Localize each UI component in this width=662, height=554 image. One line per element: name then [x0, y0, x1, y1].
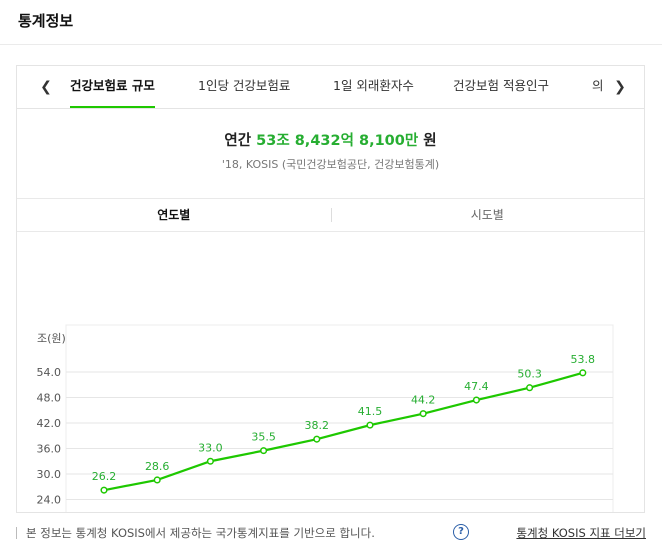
data-label: 44.2 [411, 394, 436, 407]
plot-area [65, 324, 614, 512]
page-title: 통계정보 [18, 12, 74, 30]
subtab-divider [331, 208, 332, 222]
annual-total: 연간 53조 8,432억 8,100만 원 [17, 129, 644, 150]
data-label: 41.5 [358, 405, 383, 418]
data-point [472, 396, 480, 404]
tab-covered-population[interactable]: 건강보험 적용인구 [453, 78, 549, 93]
data-label: 50.3 [517, 368, 542, 381]
kosis-more-link[interactable]: 통계청 KOSIS 지표 더보기 [516, 526, 646, 540]
data-point [526, 384, 534, 392]
data-point [206, 457, 214, 465]
tab-per-capita-premium[interactable]: 1인당 건강보험료 [198, 78, 291, 93]
y-tick-label: 24.0 [37, 494, 62, 507]
view-toggle: 연도별 시도별 [17, 198, 644, 232]
tab-daily-outpatients[interactable]: 1일 외래환자수 [333, 78, 414, 93]
data-point [419, 410, 427, 418]
data-label: 47.4 [464, 380, 489, 393]
footer: 본 정보는 통계청 KOSIS에서 제공하는 국가통계지표를 기반으로 합니다.… [16, 523, 646, 543]
tab-insurance-scale[interactable]: 건강보험료 규모 [70, 66, 155, 108]
data-source: '18, KOSIS (국민건강보험공단, 건강보험통계) [221, 158, 440, 171]
data-label: 26.2 [92, 470, 117, 483]
y-tick-label: 54.0 [37, 366, 62, 379]
y-tick-label: 36.0 [37, 443, 62, 456]
annual-value: 53조 8,432억 8,100만 [256, 133, 419, 149]
chevron-left-icon[interactable]: ❮ [33, 66, 59, 108]
chevron-right-icon[interactable]: ❯ [607, 66, 633, 108]
tab-more-partial[interactable]: 의 [592, 78, 604, 93]
data-point [366, 421, 374, 429]
annual-prefix: 연간 [224, 133, 252, 149]
question-circle-icon[interactable]: ? [453, 524, 469, 540]
y-tick-label: 30.0 [37, 468, 62, 481]
data-point [100, 486, 108, 494]
subtab-by-year[interactable]: 연도별 [157, 208, 191, 222]
stats-card: ❮ 건강보험료 규모 1인당 건강보험료 1일 외래환자수 건강보험 적용인구 … [16, 65, 645, 513]
data-label: 38.2 [305, 419, 330, 432]
y-axis-label: 조(원) [37, 332, 66, 345]
footer-note: 본 정보는 통계청 KOSIS에서 제공하는 국가통계지표를 기반으로 합니다. [26, 526, 375, 540]
data-point [313, 435, 321, 443]
data-point [153, 476, 161, 484]
data-point [579, 369, 587, 377]
y-tick-label: 42.0 [37, 417, 62, 430]
annual-unit: 원 [423, 133, 437, 149]
subtab-by-region[interactable]: 시도별 [470, 208, 504, 222]
y-tick-label: 48.0 [37, 392, 62, 405]
data-label: 33.0 [198, 441, 223, 454]
data-label: 53.8 [571, 353, 596, 366]
series-line [103, 371, 584, 492]
premium-line-chart: 18.024.030.036.042.048.054.0조(원)20092010… [37, 324, 614, 512]
header-divider [0, 44, 662, 45]
data-label: 35.5 [251, 431, 276, 444]
footer-bar [16, 527, 17, 539]
category-tabs: ❮ 건강보험료 규모 1인당 건강보험료 1일 외래환자수 건강보험 적용인구 … [17, 66, 644, 109]
data-point [260, 447, 268, 455]
data-label: 28.6 [145, 460, 170, 473]
